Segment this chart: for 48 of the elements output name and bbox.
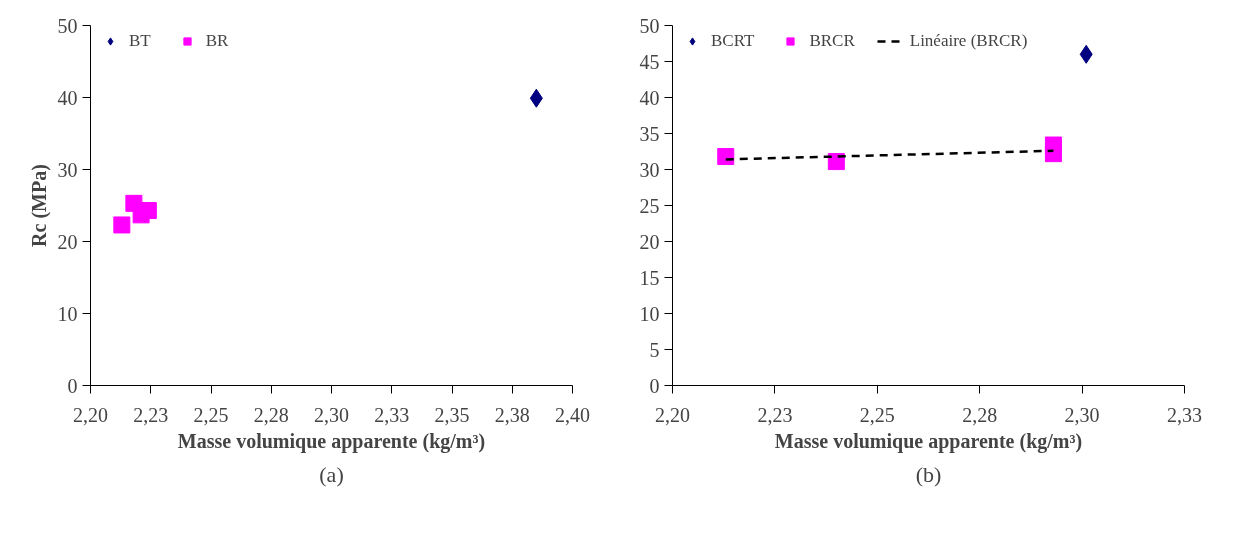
y-tick-label: 50 [57,14,78,37]
y-tick-label: 20 [57,230,78,253]
legend-label: BR [205,31,229,51]
y-tick-label: 10 [57,302,78,325]
point [1044,145,1062,163]
legend-label: BT [129,31,151,51]
legend-label: Linéaire (BRCR) [909,31,1028,51]
x-tick-label: 2,38 [494,403,530,426]
y-tick-label: 30 [639,158,660,181]
y-tick-label: 0 [649,374,660,397]
x-tick-label: 2,28 [253,403,289,426]
x-tick-label: 2,33 [374,403,410,426]
x-axis-title: Masse volumique apparente (kg/m³) [774,429,1083,453]
x-tick-label: 2,33 [1167,403,1202,426]
x-tick-label: 2,25 [193,403,229,426]
y-tick-label: 5 [649,338,660,361]
x-tick-label: 2,25 [859,403,895,426]
legend-label: BCRT [711,31,755,51]
x-tick-label: 2,20 [73,403,108,426]
y-tick-label: 35 [639,122,660,145]
legend-label: BRCR [809,31,855,51]
x-tick-label: 2,30 [1064,403,1100,426]
y-tick-label: 0 [67,374,78,397]
point [717,148,735,166]
x-tick-label: 2,28 [962,403,998,426]
y-tick-label: 30 [57,158,78,181]
x-tick-label: 2,23 [757,403,793,426]
x-tick-label: 2,40 [555,403,590,426]
x-tick-label: 2,35 [434,403,470,426]
x-tick-label: 2,30 [314,403,349,426]
point [113,216,131,234]
point [1079,44,1093,64]
y-tick-label: 40 [57,86,78,109]
point [139,202,157,220]
point [529,88,543,108]
y-tick-label: 40 [639,86,660,109]
y-tick-label: 45 [639,50,660,73]
x-tick-label: 2,20 [655,403,690,426]
y-tick-label: 20 [639,230,660,253]
y-tick-label: 15 [639,266,660,289]
x-axis-title: Masse volumique apparente (kg/m³) [177,429,486,453]
text: (a) [319,461,344,487]
y-tick-label: 50 [639,14,660,37]
text: (b) [915,461,942,487]
x-tick-label: 2,23 [133,403,169,426]
y-tick-label: 10 [639,302,660,325]
y-axis-title: Rc (MPa) [27,164,51,247]
y-tick-label: 25 [639,194,660,217]
